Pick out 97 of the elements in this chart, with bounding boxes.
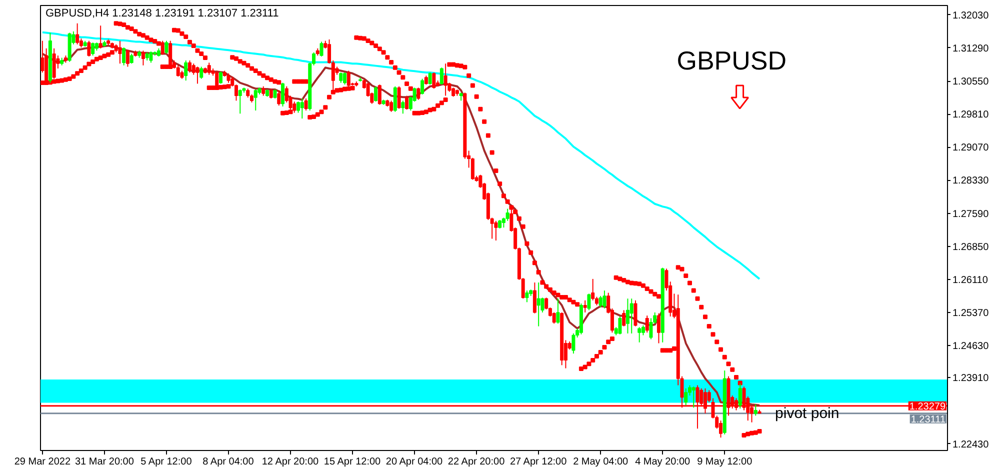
- y-tick-label: 1.26850: [952, 242, 990, 253]
- candlestick: [638, 326, 642, 343]
- candlestick: [552, 312, 556, 324]
- candlestick: [300, 98, 304, 120]
- candlestick: [494, 220, 498, 242]
- y-tick-label: 1.28330: [952, 176, 990, 187]
- annotation: pivot poin: [775, 404, 840, 422]
- candlestick: [196, 66, 200, 84]
- y-tick-label: 1.31290: [952, 43, 990, 54]
- x-tick-label: 8 Apr 04:00: [202, 456, 254, 468]
- candlestick: [269, 88, 273, 99]
- candlestick: [91, 42, 95, 56]
- candlestick: [525, 290, 529, 303]
- candlestick: [556, 298, 560, 324]
- candlestick: [304, 98, 308, 111]
- candlestick: [536, 282, 540, 327]
- candlestick: [343, 72, 347, 86]
- x-tick-label: 2 May 04:00: [573, 456, 629, 468]
- candlestick: [405, 95, 409, 110]
- candlestick: [656, 312, 660, 344]
- candlestick: [390, 100, 394, 112]
- ref-line-label: 1.23279: [909, 401, 946, 412]
- candlestick: [164, 40, 168, 54]
- candlestick: [587, 293, 591, 311]
- candlestick: [277, 90, 281, 106]
- candlestick: [281, 82, 285, 107]
- y-tick-label: 1.30550: [952, 76, 990, 88]
- candlestick: [583, 300, 587, 313]
- candlestick: [118, 40, 122, 64]
- x-tick-label: 4 May 20:00: [635, 456, 691, 468]
- candlestick: [630, 298, 634, 334]
- candlestick: [184, 60, 188, 82]
- candlestick: [188, 60, 192, 74]
- candlestick: [374, 86, 378, 102]
- candlestick: [397, 86, 401, 110]
- x-tick-label: 29 Mar 2022: [14, 456, 71, 468]
- candlestick: [160, 40, 164, 56]
- y-tick-label: 1.22430: [952, 439, 990, 450]
- candlestick: [200, 66, 204, 80]
- y-tick-label: 1.24630: [952, 341, 990, 352]
- candlestick: [238, 88, 242, 114]
- x-tick-label: 5 Apr 12:00: [140, 456, 192, 468]
- y-tick-label: 1.29810: [952, 110, 990, 121]
- candlestick: [52, 48, 56, 80]
- candlestick: [754, 404, 758, 416]
- x-tick-label: 22 Apr 20:00: [448, 456, 506, 468]
- candlestick: [76, 22, 80, 45]
- y-tick-label: 1.29070: [952, 142, 990, 154]
- candlestick: [176, 64, 180, 78]
- candlestick: [254, 88, 258, 111]
- annotation: GBPUSD: [676, 46, 787, 76]
- y-tick-label: 1.25370: [952, 308, 990, 319]
- chart-title: GBPUSD,H4 1.23148 1.23191 1.23107 1.23111: [46, 8, 279, 20]
- candlestick: [738, 382, 742, 409]
- candlestick: [416, 87, 420, 100]
- x-tick-label: 12 Apr 20:00: [262, 456, 320, 468]
- candlestick: [87, 40, 91, 57]
- candlestick: [393, 86, 397, 112]
- candlestick: [440, 67, 444, 86]
- candlestick: [572, 332, 576, 354]
- candlestick: [428, 72, 432, 86]
- x-tick-label: 15 Apr 12:00: [324, 456, 382, 468]
- candlestick: [622, 310, 626, 327]
- candlestick: [339, 72, 343, 84]
- candlestick: [126, 49, 130, 68]
- candlestick: [598, 295, 602, 308]
- candlestick: [602, 290, 606, 309]
- x-tick-label: 27 Apr 12:00: [510, 456, 568, 468]
- candlestick: [320, 41, 324, 57]
- candlestick: [626, 298, 630, 334]
- candlestick: [141, 50, 145, 66]
- candlestick: [98, 25, 102, 49]
- candlestick: [532, 282, 536, 314]
- y-tick-label: 1.32030: [952, 10, 990, 22]
- y-tick-label: 1.26110: [952, 274, 988, 286]
- candlestick: [401, 100, 405, 114]
- x-tick-label: 20 Apr 04:00: [386, 456, 444, 468]
- candlestick: [207, 62, 211, 76]
- ref-line-label: 1.23111: [910, 414, 946, 426]
- candlestick: [130, 53, 134, 64]
- candlestick: [684, 388, 688, 406]
- y-tick-label: 1.27590: [952, 208, 990, 220]
- candlestick: [262, 86, 266, 96]
- candlestick: [218, 71, 222, 84]
- candlestick: [420, 78, 424, 95]
- x-tick-label: 31 Mar 20:00: [74, 456, 134, 468]
- x-tick-label: 9 May 12:00: [697, 456, 753, 468]
- candlestick: [618, 316, 622, 335]
- candlestick: [432, 72, 436, 90]
- y-tick-label: 1.23910: [952, 373, 990, 384]
- candlestick: [506, 208, 510, 222]
- candlestick: [634, 300, 638, 327]
- candlestick: [692, 386, 696, 408]
- candlestick: [122, 47, 126, 66]
- candlestick: [378, 84, 382, 106]
- candlestick: [645, 315, 649, 334]
- candlestick: [149, 51, 153, 64]
